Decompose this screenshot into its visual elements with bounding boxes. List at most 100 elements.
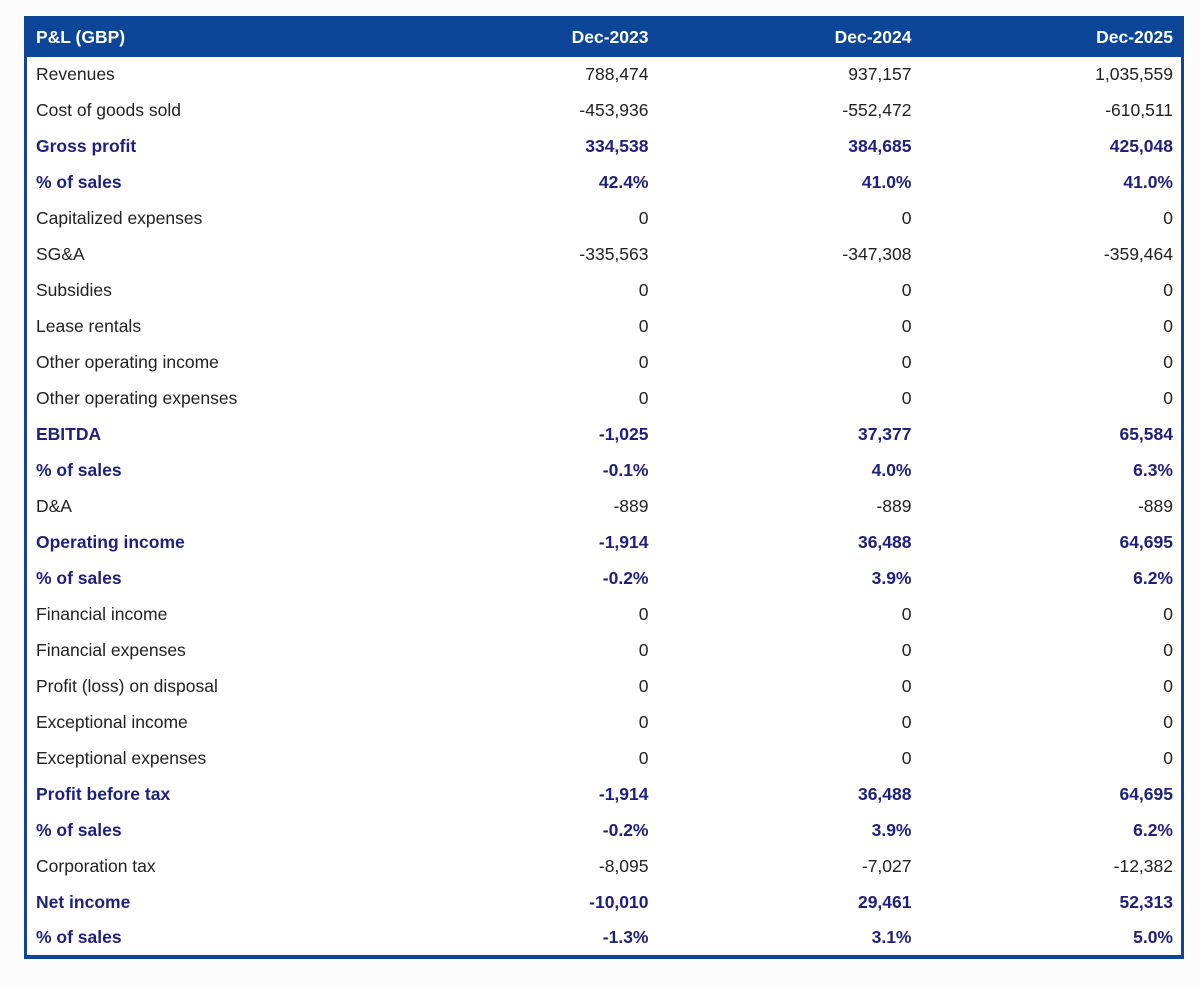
row-value: 0 bbox=[919, 344, 1183, 381]
row-label: % of sales bbox=[25, 920, 394, 957]
row-value: 36,488 bbox=[656, 524, 920, 561]
row-value: 0 bbox=[919, 596, 1183, 633]
row-value: -10,010 bbox=[393, 884, 657, 921]
row-value: -1,914 bbox=[393, 524, 657, 561]
row-value: -359,464 bbox=[919, 236, 1183, 273]
table-row: Exceptional income 0 0 0 bbox=[25, 704, 1183, 741]
row-value: -0.1% bbox=[393, 452, 657, 489]
table-row: Financial income 0 0 0 bbox=[25, 596, 1183, 633]
row-label: Other operating income bbox=[25, 344, 394, 381]
pl-table: P&L (GBP) Dec-2023 Dec-2024 Dec-2025 Rev… bbox=[24, 16, 1184, 959]
table-row: % of sales 42.4% 41.0% 41.0% bbox=[25, 164, 1183, 201]
row-value: 0 bbox=[919, 632, 1183, 669]
row-value: -0.2% bbox=[393, 812, 657, 849]
pl-statement-table: P&L (GBP) Dec-2023 Dec-2024 Dec-2025 Rev… bbox=[24, 16, 1184, 959]
row-value: -552,472 bbox=[656, 92, 920, 129]
row-value: 384,685 bbox=[656, 128, 920, 165]
row-label: Profit (loss) on disposal bbox=[25, 668, 394, 705]
row-value: 65,584 bbox=[919, 416, 1183, 453]
row-value: 0 bbox=[393, 344, 657, 381]
row-label: Financial income bbox=[25, 596, 394, 633]
row-label: Exceptional expenses bbox=[25, 740, 394, 777]
header-row: P&L (GBP) Dec-2023 Dec-2024 Dec-2025 bbox=[25, 17, 1183, 57]
row-value: 42.4% bbox=[393, 164, 657, 201]
row-label: Profit before tax bbox=[25, 776, 394, 813]
row-value: -889 bbox=[656, 488, 920, 525]
row-value: 5.0% bbox=[919, 920, 1183, 957]
row-value: 36,488 bbox=[656, 776, 920, 813]
table-row: Operating income -1,914 36,488 64,695 bbox=[25, 524, 1183, 561]
table-row: D&A -889 -889 -889 bbox=[25, 488, 1183, 525]
row-value: 0 bbox=[919, 272, 1183, 309]
row-value: -347,308 bbox=[656, 236, 920, 273]
table-row: Corporation tax -8,095 -7,027 -12,382 bbox=[25, 848, 1183, 885]
table-row: % of sales -0.2% 3.9% 6.2% bbox=[25, 560, 1183, 597]
row-label: EBITDA bbox=[25, 416, 394, 453]
row-label: Revenues bbox=[25, 56, 394, 93]
row-value: 4.0% bbox=[656, 452, 920, 489]
column-header-dec-2024: Dec-2024 bbox=[656, 17, 920, 57]
row-value: -0.2% bbox=[393, 560, 657, 597]
row-value: -1,914 bbox=[393, 776, 657, 813]
row-label: Exceptional income bbox=[25, 704, 394, 741]
row-value: -889 bbox=[393, 488, 657, 525]
row-value: -889 bbox=[919, 488, 1183, 525]
row-label: Financial expenses bbox=[25, 632, 394, 669]
row-value: 0 bbox=[393, 632, 657, 669]
row-value: 3.1% bbox=[656, 920, 920, 957]
row-value: -610,511 bbox=[919, 92, 1183, 129]
row-value: 0 bbox=[919, 200, 1183, 237]
row-value: 41.0% bbox=[656, 164, 920, 201]
table-row: SG&A -335,563 -347,308 -359,464 bbox=[25, 236, 1183, 273]
row-value: 0 bbox=[393, 308, 657, 345]
row-value: 0 bbox=[656, 344, 920, 381]
row-value: 1,035,559 bbox=[919, 56, 1183, 93]
row-label: % of sales bbox=[25, 560, 394, 597]
row-value: 0 bbox=[393, 272, 657, 309]
row-value: 0 bbox=[393, 596, 657, 633]
table-row: % of sales -0.1% 4.0% 6.3% bbox=[25, 452, 1183, 489]
table-row: Gross profit 334,538 384,685 425,048 bbox=[25, 128, 1183, 165]
row-label: Gross profit bbox=[25, 128, 394, 165]
row-value: 0 bbox=[919, 704, 1183, 741]
table-row: Other operating income 0 0 0 bbox=[25, 344, 1183, 381]
row-value: 788,474 bbox=[393, 56, 657, 93]
row-value: -453,936 bbox=[393, 92, 657, 129]
row-value: 0 bbox=[393, 740, 657, 777]
pl-table-header: P&L (GBP) Dec-2023 Dec-2024 Dec-2025 bbox=[25, 17, 1183, 57]
table-row: EBITDA -1,025 37,377 65,584 bbox=[25, 416, 1183, 453]
row-value: 41.0% bbox=[919, 164, 1183, 201]
row-value: -12,382 bbox=[919, 848, 1183, 885]
row-label: SG&A bbox=[25, 236, 394, 273]
row-label: Cost of goods sold bbox=[25, 92, 394, 129]
row-value: 0 bbox=[393, 380, 657, 417]
row-value: -8,095 bbox=[393, 848, 657, 885]
row-value: 0 bbox=[393, 668, 657, 705]
table-row: Financial expenses 0 0 0 bbox=[25, 632, 1183, 669]
table-row: Cost of goods sold -453,936 -552,472 -610,5… bbox=[25, 92, 1183, 129]
row-value: -1,025 bbox=[393, 416, 657, 453]
row-value: 0 bbox=[393, 200, 657, 237]
row-label: % of sales bbox=[25, 164, 394, 201]
row-label: Capitalized expenses bbox=[25, 200, 394, 237]
table-row: Lease rentals 0 0 0 bbox=[25, 308, 1183, 345]
row-value: 425,048 bbox=[919, 128, 1183, 165]
row-label: Lease rentals bbox=[25, 308, 394, 345]
column-header-dec-2023: Dec-2023 bbox=[393, 17, 657, 57]
table-row: % of sales -1.3% 3.1% 5.0% bbox=[25, 920, 1183, 957]
pl-table-body: Revenues 788,474 937,157 1,035,559 Cost of g… bbox=[25, 56, 1183, 957]
row-value: 0 bbox=[656, 632, 920, 669]
row-value: 0 bbox=[656, 596, 920, 633]
row-value: 0 bbox=[919, 668, 1183, 705]
row-value: 6.2% bbox=[919, 812, 1183, 849]
table-title: P&L (GBP) bbox=[25, 17, 394, 57]
table-row: Revenues 788,474 937,157 1,035,559 bbox=[25, 56, 1183, 93]
row-value: 52,313 bbox=[919, 884, 1183, 921]
row-label: D&A bbox=[25, 488, 394, 525]
row-value: 0 bbox=[656, 272, 920, 309]
table-row: Subsidies 0 0 0 bbox=[25, 272, 1183, 309]
row-value: 0 bbox=[656, 200, 920, 237]
row-value: 0 bbox=[656, 704, 920, 741]
row-label: Corporation tax bbox=[25, 848, 394, 885]
row-value: 3.9% bbox=[656, 560, 920, 597]
